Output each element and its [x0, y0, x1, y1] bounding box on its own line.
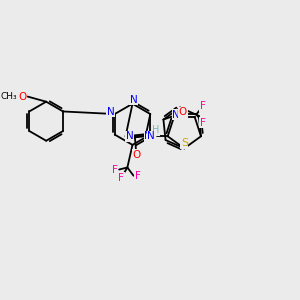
Text: N: N: [144, 131, 152, 141]
Text: H: H: [152, 125, 159, 135]
Text: O: O: [179, 107, 187, 117]
Text: F: F: [135, 171, 141, 181]
Text: N: N: [172, 110, 180, 120]
Text: N: N: [130, 94, 137, 105]
Text: N: N: [147, 131, 155, 141]
Text: F: F: [112, 164, 118, 175]
Text: O: O: [133, 150, 141, 160]
Text: O: O: [18, 92, 27, 102]
Text: N: N: [107, 107, 115, 117]
Text: S: S: [181, 138, 188, 148]
Text: CH₃: CH₃: [1, 92, 17, 101]
Text: F: F: [118, 173, 124, 183]
Text: F: F: [200, 101, 206, 111]
Text: F: F: [200, 118, 206, 128]
Text: N: N: [126, 131, 134, 141]
